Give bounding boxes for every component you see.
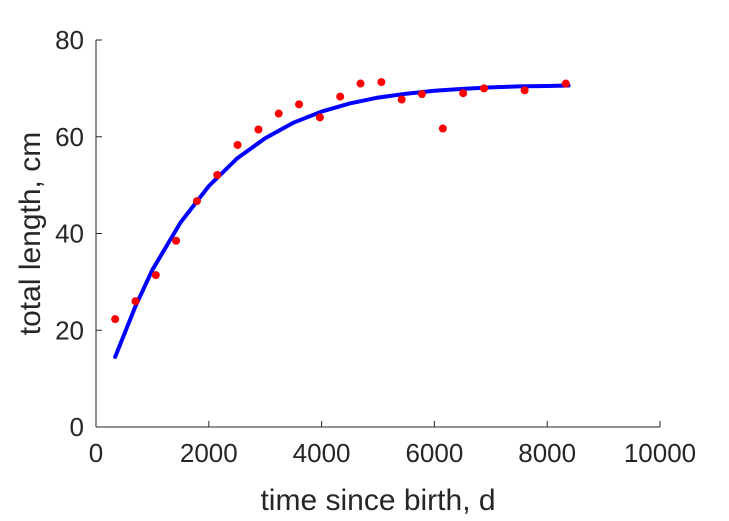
ticks: 0 2000 4000 6000 8000 10000 0 20 40 60 80 [55,25,696,468]
data-point [356,79,365,88]
data-point [417,90,426,99]
data-point [274,109,283,118]
x-tick-label: 6000 [405,438,463,468]
data-point [254,125,263,134]
data-point [233,140,242,149]
fit-curve-layer [113,83,571,359]
fit-curve [113,83,571,359]
y-tick-label: 80 [55,25,84,55]
data-point [151,271,160,280]
data-point [561,79,570,88]
x-tick-label: 0 [89,438,103,468]
data-point [315,113,324,122]
x-tick-label: 8000 [518,438,576,468]
data-point [192,197,201,206]
data-points-layer [111,78,570,324]
y-tick-label: 0 [70,412,84,442]
data-point [111,315,120,324]
data-point [336,92,345,101]
data-point [459,89,468,98]
data-point [213,170,222,179]
data-point [131,297,140,306]
x-tick-label: 4000 [293,438,351,468]
y-tick-label: 60 [55,122,84,152]
x-tick-label: 10000 [624,438,696,468]
y-tick-label: 20 [55,315,84,345]
x-tick-label: 2000 [180,438,238,468]
data-point [438,124,447,133]
y-tick-label: 40 [55,219,84,249]
y-axis-title: total length, cm [14,132,47,335]
data-point [172,236,181,245]
data-point [295,100,304,109]
x-axis-title: time since birth, d [260,484,495,517]
data-point [520,86,529,95]
data-point [377,78,386,87]
data-point [480,84,489,93]
data-point [397,95,406,104]
